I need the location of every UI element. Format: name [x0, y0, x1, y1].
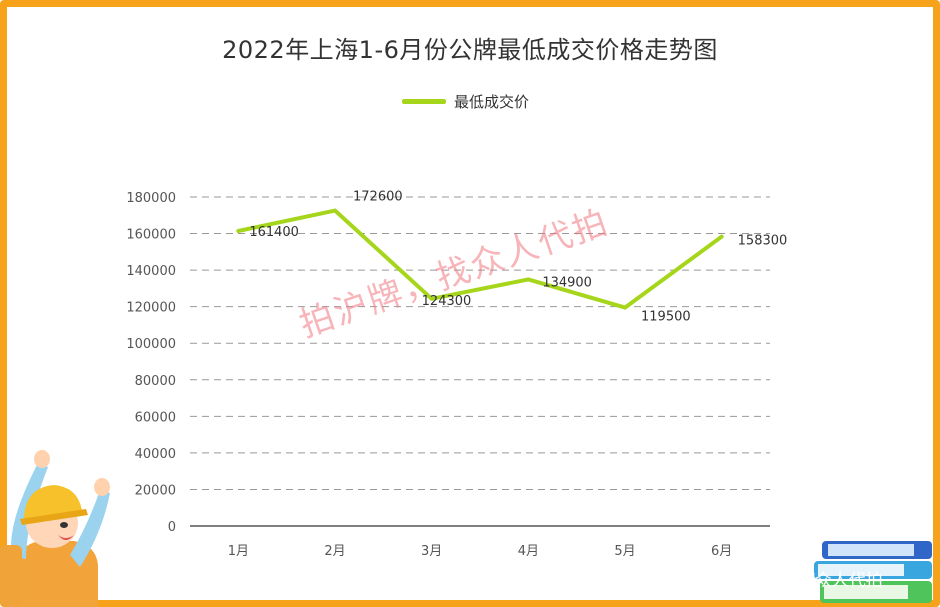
books-illustration — [814, 541, 932, 603]
data-label: 172600 — [353, 190, 403, 205]
y-tick-label: 140000 — [126, 264, 176, 279]
legend-swatch — [402, 98, 446, 104]
legend-label: 最低成交价 — [454, 92, 530, 111]
y-tick-label: 100000 — [126, 337, 176, 352]
cartoon-kid-illustration — [0, 450, 110, 607]
x-tick-label: 1月 — [228, 544, 249, 559]
x-tick-label: 6月 — [711, 544, 732, 559]
series-layer — [236, 208, 724, 310]
corner-watermark-text: 号/众人代拍 — [792, 571, 883, 591]
axis-layer: 0 20000 40000 60000 80000 100000 120000 140000 1… — [126, 191, 770, 559]
grid-layer — [190, 196, 770, 490]
data-label: 134900 — [542, 275, 592, 290]
data-label: 124300 — [422, 294, 472, 309]
data-label: 119500 — [641, 310, 691, 325]
chart-title: 2022年上海1-6月份公牌最低成交价格走势图 — [222, 36, 718, 64]
y-tick-label: 60000 — [135, 410, 176, 425]
x-tick-label: 5月 — [614, 544, 635, 559]
x-tick-label: 3月 — [421, 544, 442, 559]
y-tick-label: 120000 — [126, 301, 176, 316]
legend: 最低成交价 — [402, 91, 529, 111]
x-tick-label: 2月 — [324, 544, 345, 559]
y-tick-label: 160000 — [126, 228, 176, 243]
data-label-layer: 161400 172600 124300 134900 119500 158300 — [249, 190, 787, 325]
data-label: 158300 — [738, 234, 788, 249]
y-tick-label: 20000 — [135, 483, 176, 498]
y-tick-label: 80000 — [135, 374, 176, 389]
y-tick-label: 40000 — [135, 447, 176, 462]
x-tick-label: 4月 — [518, 544, 539, 559]
data-label: 161400 — [249, 225, 299, 240]
series-line — [236, 208, 724, 310]
y-tick-label: 0 — [168, 520, 176, 535]
y-tick-label: 180000 — [126, 191, 176, 206]
